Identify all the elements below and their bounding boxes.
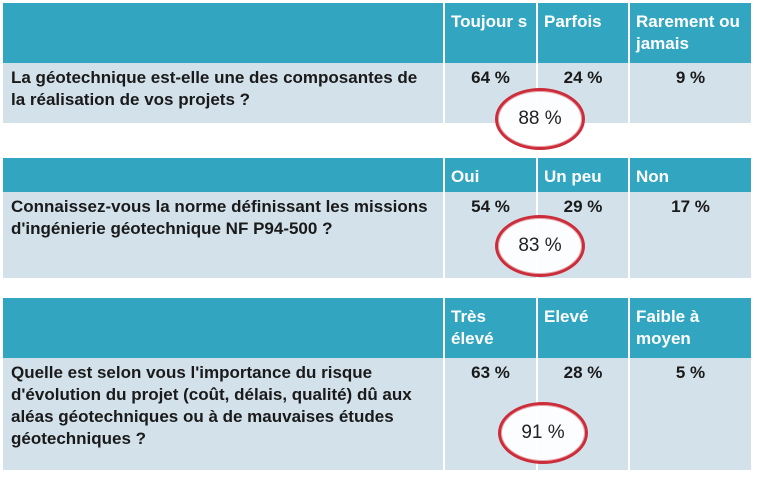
table-1-value-1: 64 % <box>443 63 536 123</box>
table-3-value-3: 5 % <box>628 358 751 470</box>
table-3-header-col-2: Elevé <box>536 298 628 358</box>
table-3-data-row: Quelle est selon vous l'importance du ri… <box>3 358 751 470</box>
table-2-value-3: 17 % <box>628 192 751 278</box>
table-2-header-col-3: Non <box>628 158 751 192</box>
table-2-header-col-1: Oui <box>443 158 536 192</box>
table-3-header-empty <box>3 298 443 358</box>
table-3-highlight-ellipse: 91 % <box>498 402 588 464</box>
table-2-value-1: 54 % <box>443 192 536 278</box>
table-1-value-3: 9 % <box>628 63 751 123</box>
survey-table-1: Toujour s Parfois Rarement ou jamais La … <box>3 3 751 123</box>
table-1-highlight-ellipse: 88 % <box>495 88 585 150</box>
table-1-header-row: Toujour s Parfois Rarement ou jamais <box>3 3 751 63</box>
survey-table-2: Oui Un peu Non Connaissez-vous la norme … <box>3 158 751 278</box>
table-3-value-1: 63 % <box>443 358 536 470</box>
table-2-header-col-2: Un peu <box>536 158 628 192</box>
survey-table-3: Très élevé Elevé Faible à moyen Quelle e… <box>3 298 751 470</box>
table-2-data-row: Connaissez-vous la norme définissant les… <box>3 192 751 278</box>
table-2-header-empty <box>3 158 443 192</box>
table-3-header-col-3: Faible à moyen <box>628 298 751 358</box>
table-1-header-col-3: Rarement ou jamais <box>628 3 751 63</box>
table-1-header-empty <box>3 3 443 63</box>
table-1-data-row: La géotechnique est-elle une des composa… <box>3 63 751 123</box>
table-1-question: La géotechnique est-elle une des composa… <box>11 68 418 109</box>
table-3-header-col-1: Très élevé <box>443 298 536 358</box>
table-3-question: Quelle est selon vous l'importance du ri… <box>11 363 412 448</box>
table-1-header-col-1: Toujour s <box>443 3 536 63</box>
table-2-highlight-ellipse: 83 % <box>495 215 585 277</box>
table-3-header-row: Très élevé Elevé Faible à moyen <box>3 298 751 358</box>
table-1-header-col-2: Parfois <box>536 3 628 63</box>
table-2-header-row: Oui Un peu Non <box>3 158 751 192</box>
table-2-question: Connaissez-vous la norme définissant les… <box>11 197 428 238</box>
